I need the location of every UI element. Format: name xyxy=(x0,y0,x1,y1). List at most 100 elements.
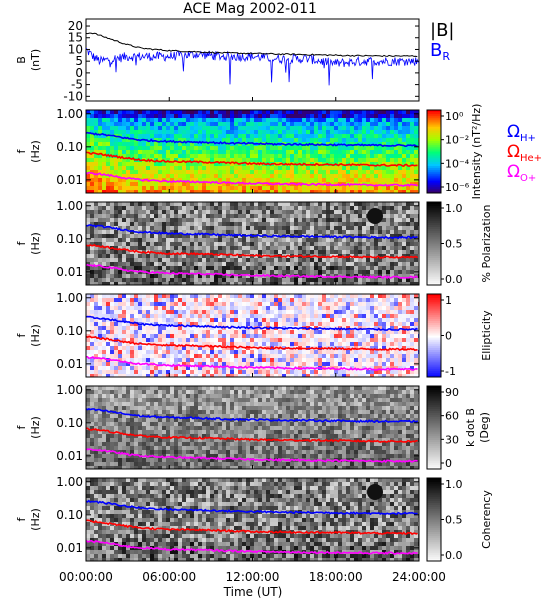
b-ytick-label: 10 xyxy=(68,42,83,56)
polarization-gyro-he-line xyxy=(85,243,419,259)
b-ytick-label: 15 xyxy=(68,31,83,45)
polarization-ylabel-unit: (Hz) xyxy=(29,232,42,255)
kdotb-cb-tick-label: 90 xyxy=(445,386,459,399)
kdotb-ytick-label: 0.01 xyxy=(56,449,83,463)
kdotb-ylabel-unit: (Hz) xyxy=(29,416,42,439)
intensity-cb-tick-label: 10⁻² xyxy=(445,134,469,147)
intensity-cb-tick-label: 10⁻⁶ xyxy=(445,181,470,194)
x-tick-label: 18:00:00 xyxy=(309,570,363,584)
polarization-ytick-label: 0.01 xyxy=(56,265,83,279)
kdotb-gyro-h-line xyxy=(85,408,419,424)
coherency-cb-tick-label: 1.0 xyxy=(445,478,463,491)
b-ytick-label: 5 xyxy=(75,54,83,68)
kdotb-spectrogram xyxy=(86,386,419,469)
kdotb-cb-tick-label: 60 xyxy=(445,410,459,423)
x-tick-label: 12:00:00 xyxy=(226,570,280,584)
ellipticity-gyro-o-line xyxy=(86,355,418,371)
polarization-gyro-h-line xyxy=(85,224,418,240)
intensity-spectrogram xyxy=(86,110,419,193)
coherency-colorbar: 1.0 0.5 0.0 xyxy=(426,477,463,562)
kdotb-cb-label-unit: (Deg) xyxy=(478,412,491,443)
coherency-cb-tick-label: 0.5 xyxy=(445,514,463,527)
series-br-line xyxy=(85,47,419,86)
kdotb-gyro-he-line xyxy=(86,427,418,444)
ellipticity-colorbar: 1 0 -1 xyxy=(426,293,456,378)
polarization-cb-tick-label: 1.0 xyxy=(445,202,463,215)
coherency-cb-label: Coherency xyxy=(480,490,493,549)
polarization-cb-label: % Polarization xyxy=(480,205,493,283)
coherency-gyro-h-line xyxy=(85,499,418,516)
x-axis: 00:00:00 06:00:00 12:00:00 18:00:00 24:00:00 xyxy=(59,97,446,584)
ellipticity-gyro-h-line xyxy=(85,315,418,332)
panel-b-frame xyxy=(85,18,420,102)
legend-b-r: BR xyxy=(430,40,450,63)
x-axis-label: Time (UT) xyxy=(223,585,283,599)
kdotb-ytick-label: 1.00 xyxy=(56,383,83,397)
panel-ellipticity: 1.00 0.10 0.01 f (Hz) 1 0 -1 Ellipticity xyxy=(15,291,493,378)
panel-b-ylabel-unit: (nT) xyxy=(29,49,42,71)
polarization-ylabel: f xyxy=(15,240,28,245)
ellipticity-cb-tick-label: 0 xyxy=(445,330,452,343)
coherency-gyro-he-line xyxy=(85,519,418,536)
coherency-ylabel: f xyxy=(15,516,28,521)
b-ytick-label: 20 xyxy=(68,19,83,33)
ellipticity-ytick-label: 0.10 xyxy=(56,324,83,338)
ellipticity-cb-tick-label: -1 xyxy=(445,365,456,378)
ellipticity-ylabel-unit: (Hz) xyxy=(29,324,42,347)
x-tick-label: 06:00:00 xyxy=(142,570,196,584)
intensity-ytick-label: 1.00 xyxy=(56,107,83,121)
intensity-gyro-h-line xyxy=(85,131,418,148)
x-tick-label: 00:00:00 xyxy=(59,570,113,584)
kdotb-gyro-o-line xyxy=(85,448,418,464)
legend-gyro-o: ΩO+ xyxy=(507,162,536,184)
kdotb-cb-tick-label: 0 xyxy=(445,457,452,470)
polarization-cb-tick-label: 0.0 xyxy=(445,273,463,286)
polarization-colorbar: 1.0 0.5 0.0 xyxy=(426,201,463,286)
coherency-dark-blob xyxy=(367,484,383,500)
polarization-cb-tick-label: 0.5 xyxy=(445,238,463,251)
series-b-total-line xyxy=(85,32,418,58)
ellipticity-ytick-label: 0.01 xyxy=(56,357,83,371)
intensity-ytick-label: 0.01 xyxy=(56,173,83,187)
intensity-ytick-label: 0.10 xyxy=(56,140,83,154)
intensity-ylabel-unit: (Hz) xyxy=(29,140,42,163)
b-ytick-label: 0 xyxy=(75,66,83,80)
intensity-cb-tick-label: 10⁰ xyxy=(445,110,464,123)
kdotb-cb-tick-label: 30 xyxy=(445,433,459,446)
polarization-dark-blob xyxy=(367,208,383,224)
coherency-cb-tick-label: 0.0 xyxy=(445,549,463,562)
coherency-ytick-label: 1.00 xyxy=(56,475,83,489)
intensity-colorbar: 10⁰ 10⁻² 10⁻⁴ 10⁻⁶ xyxy=(426,109,470,194)
chart-title: ACE Mag 2002-011 xyxy=(183,1,317,17)
coherency-ylabel-unit: (Hz) xyxy=(29,508,42,531)
panel-b-ylabel: B xyxy=(15,56,28,64)
coherency-gyro-o-line xyxy=(85,539,418,555)
legend-gyro-h: ΩH+ xyxy=(507,122,536,144)
polarization-gyro-o-line xyxy=(85,263,419,280)
kdotb-colorbar: 90 60 30 0 xyxy=(426,385,459,470)
intensity-ylabel: f xyxy=(15,148,28,153)
ellipticity-cb-label: Ellipticity xyxy=(480,310,493,361)
ellipticity-cb-tick-label: 1 xyxy=(445,294,452,307)
ellipticity-gyro-he-line xyxy=(85,335,418,352)
kdotb-cb-label: k dot B xyxy=(464,408,477,447)
intensity-cb-label: Intensity (nT²/Hz) xyxy=(470,104,483,200)
coherency-ytick-label: 0.01 xyxy=(56,541,83,555)
legend-gyro-he: ΩHe+ xyxy=(507,142,542,164)
polarization-ytick-label: 0.10 xyxy=(56,232,83,246)
ellipticity-ylabel: f xyxy=(15,332,28,337)
panel-kdotb: 1.00 0.10 0.01 f (Hz) 90 60 30 0 k dot B (Deg) xyxy=(15,383,491,470)
intensity-cb-tick-label: 10⁻⁴ xyxy=(445,157,470,170)
panel-coherency: 1.00 0.10 0.01 f (Hz) 1.0 0.5 0.0 Coherency xyxy=(15,475,493,562)
panel-polarization: 1.00 0.10 0.01 f (Hz) 1.0 0.5 0.0 % Polarization xyxy=(15,199,493,286)
kdotb-ylabel: f xyxy=(15,424,28,429)
coherency-ytick-label: 0.10 xyxy=(56,508,83,522)
legend-b-total: |B| xyxy=(430,20,454,41)
b-ytick-label: -10 xyxy=(63,89,83,103)
polarization-ytick-label: 1.00 xyxy=(56,199,83,213)
ellipticity-ytick-label: 1.00 xyxy=(56,291,83,305)
intensity-gyro-he-line xyxy=(85,151,418,167)
x-tick-label: 24:00:00 xyxy=(392,570,446,584)
